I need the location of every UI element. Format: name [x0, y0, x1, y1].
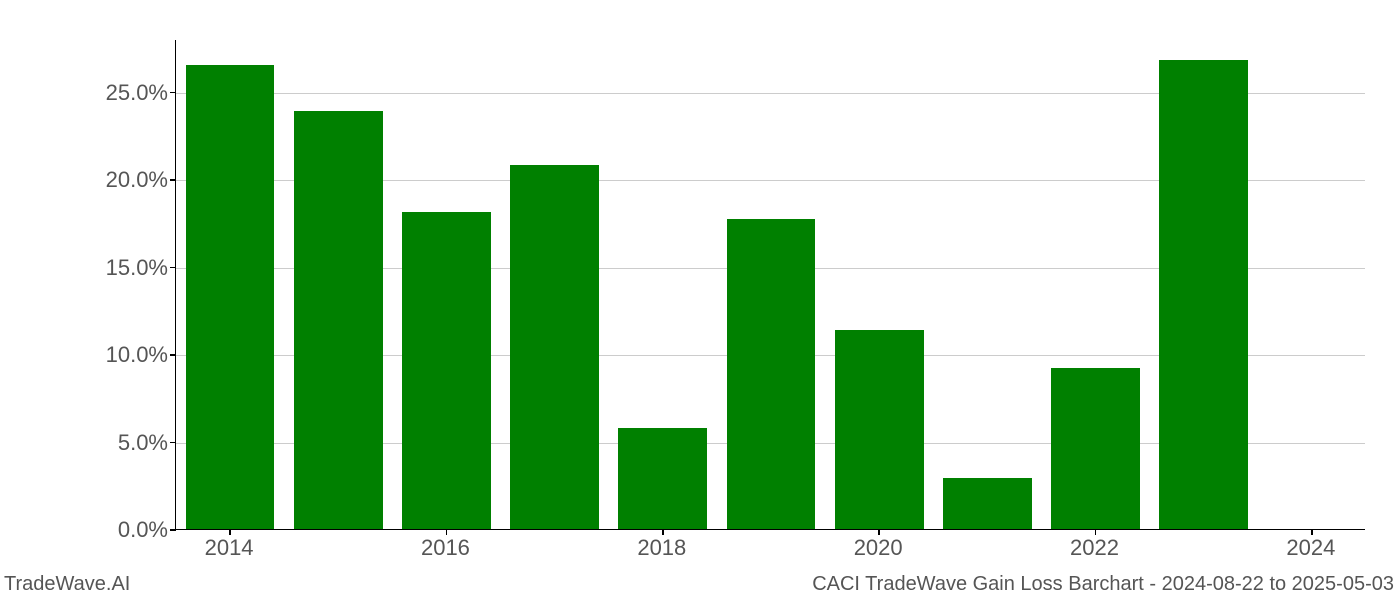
- y-tick-mark: [170, 529, 176, 531]
- y-tick-label: 5.0%: [68, 430, 168, 456]
- footer-left-brand: TradeWave.AI: [4, 573, 130, 596]
- bar-2015: [294, 111, 383, 529]
- bar-2022: [1051, 368, 1140, 529]
- bar-2021: [943, 478, 1032, 529]
- y-tick-mark: [170, 179, 176, 181]
- bar-2023: [1159, 60, 1248, 529]
- x-tick-label: 2020: [854, 535, 903, 561]
- plot-area: [175, 40, 1365, 530]
- y-tick-label: 25.0%: [68, 80, 168, 106]
- x-tick-label: 2022: [1070, 535, 1119, 561]
- y-tick-label: 20.0%: [68, 167, 168, 193]
- gain-loss-barchart: 0.0% 5.0% 10.0% 15.0% 20.0% 25.0% 2014 2016 201…: [0, 0, 1400, 600]
- bar-2019: [727, 219, 816, 529]
- x-tick-label: 2018: [637, 535, 686, 561]
- y-tick-mark: [170, 354, 176, 356]
- bar-2020: [835, 330, 924, 530]
- y-tick-label: 10.0%: [68, 342, 168, 368]
- y-tick-mark: [170, 267, 176, 269]
- y-tick-mark: [170, 92, 176, 94]
- footer-right-caption: CACI TradeWave Gain Loss Barchart - 2024…: [812, 573, 1394, 596]
- bar-2016: [402, 212, 491, 529]
- x-tick-label: 2024: [1286, 535, 1335, 561]
- x-tick-label: 2016: [421, 535, 470, 561]
- bar-2017: [510, 165, 599, 529]
- bar-2018: [618, 428, 707, 530]
- x-tick-label: 2014: [205, 535, 254, 561]
- y-tick-label: 15.0%: [68, 255, 168, 281]
- y-tick-label: 0.0%: [68, 517, 168, 543]
- y-tick-mark: [170, 442, 176, 444]
- bar-2014: [186, 65, 275, 529]
